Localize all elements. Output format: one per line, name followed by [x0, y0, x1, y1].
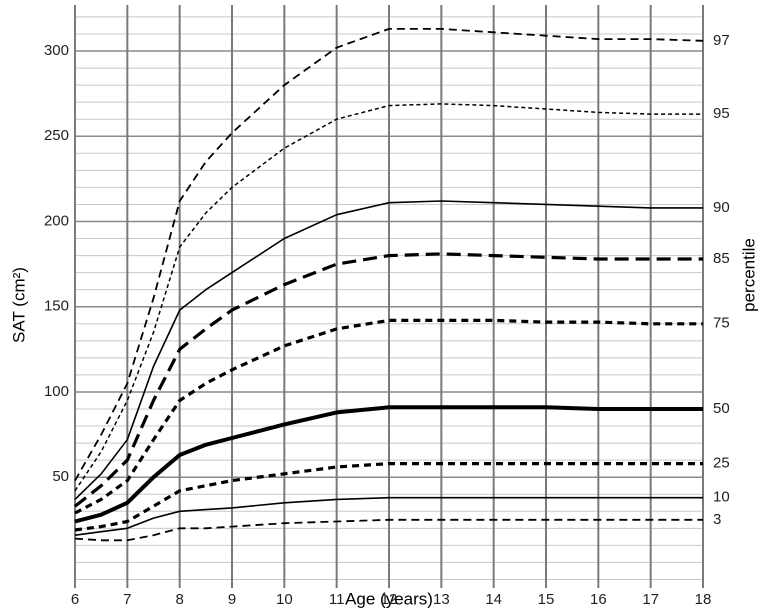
- legend-label: 75: [713, 315, 730, 332]
- x-tick-label: 7: [123, 591, 131, 608]
- percentile-line: [74, 103, 703, 492]
- x-tick-label: 16: [590, 591, 607, 608]
- percentile-line: [74, 405, 703, 524]
- y-tick-label: 100: [44, 383, 69, 400]
- y-tick-label: 300: [44, 42, 69, 59]
- x-tick-label: 17: [642, 591, 659, 608]
- percentile-line: [74, 200, 703, 500]
- x-tick-label: 9: [228, 591, 236, 608]
- legend-label: 25: [713, 455, 730, 472]
- x-tick-label: 10: [276, 591, 293, 608]
- x-tick-label: 11: [329, 591, 345, 608]
- legend-label: 97: [713, 32, 730, 49]
- y-tick-label: 250: [44, 127, 69, 144]
- legend-label: 3: [713, 511, 721, 528]
- legend-label: 95: [713, 105, 730, 122]
- x-tick-label: 12: [381, 591, 398, 608]
- y-axis-label: SAT (cm²): [9, 267, 28, 343]
- x-tick-label: 6: [71, 591, 79, 608]
- x-tick-label: 13: [433, 591, 450, 608]
- y-tick-label: 200: [44, 212, 69, 229]
- x-axis-label: Age (years): [345, 589, 433, 608]
- percentile-line: [74, 496, 703, 536]
- legend-label: 85: [713, 250, 730, 267]
- x-tick-label: 15: [538, 591, 555, 608]
- x-tick-label: 14: [485, 591, 502, 608]
- legend-label: 90: [713, 199, 730, 216]
- percentile-line: [74, 28, 704, 482]
- x-tick-label: 8: [175, 591, 183, 608]
- percentile-line: [74, 318, 703, 515]
- percentile-line: [74, 252, 703, 508]
- legend-label: 50: [713, 400, 730, 417]
- legend-label: 10: [713, 489, 730, 506]
- percentile-line: [74, 518, 703, 542]
- legend-title: percentile: [739, 238, 758, 312]
- y-tick-label: 50: [52, 468, 69, 485]
- percentile-line: [74, 462, 703, 532]
- x-tick-label: 18: [695, 591, 712, 608]
- y-tick-label: 150: [44, 298, 69, 315]
